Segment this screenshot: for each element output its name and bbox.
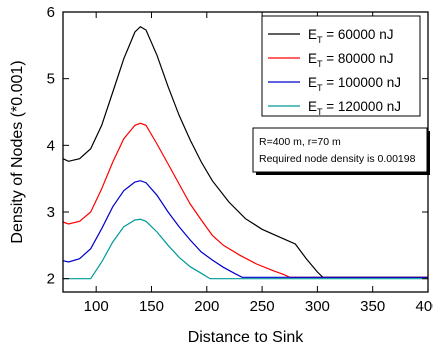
legend-box	[261, 15, 421, 117]
y-tick-label: 5	[47, 71, 55, 88]
x-axis-label: Distance to Sink	[188, 329, 305, 346]
series-line-4	[63, 218, 428, 280]
x-tick-label: 300	[305, 298, 330, 315]
legend-entry: ET = 60000 nJ	[308, 27, 393, 45]
series-line-2	[62, 122, 428, 278]
x-tick-label: 400	[415, 298, 433, 315]
x-tick-label: 250	[250, 298, 275, 315]
y-axis-label: Density of Nodes (*0.001)	[9, 60, 26, 243]
series-line-1	[62, 25, 428, 278]
legend-entry: ET = 100000 nJ	[308, 75, 401, 93]
series-layer	[62, 25, 428, 280]
legend-entry: ET = 120000 nJ	[308, 99, 401, 117]
y-tick-label: 3	[47, 204, 55, 221]
legend: ET = 60000 nJ ET = 80000 nJ ET = 100000 nJ…	[261, 15, 421, 117]
annotation-line-2: Required node density is 0.00198	[259, 153, 416, 165]
x-tick-label: 150	[139, 298, 164, 315]
series-line-3	[62, 180, 428, 278]
y-tick-label: 6	[47, 4, 55, 21]
legend-entry: ET = 80000 nJ	[308, 51, 393, 69]
ticks-layer: 100 150 200 250 300 350 400 2 3 4 5 6	[47, 4, 433, 315]
y-tick-label: 2	[47, 271, 55, 288]
x-tick-label: 350	[360, 298, 385, 315]
x-tick-label: 200	[194, 298, 219, 315]
annotation-line-1: R=400 m, r=70 m	[259, 136, 341, 148]
y-tick-label: 4	[47, 137, 55, 154]
annotation-box: R=400 m, r=70 m Required node density is …	[252, 127, 430, 175]
annotation-box-frame	[252, 127, 428, 173]
x-tick-label: 100	[84, 298, 109, 315]
